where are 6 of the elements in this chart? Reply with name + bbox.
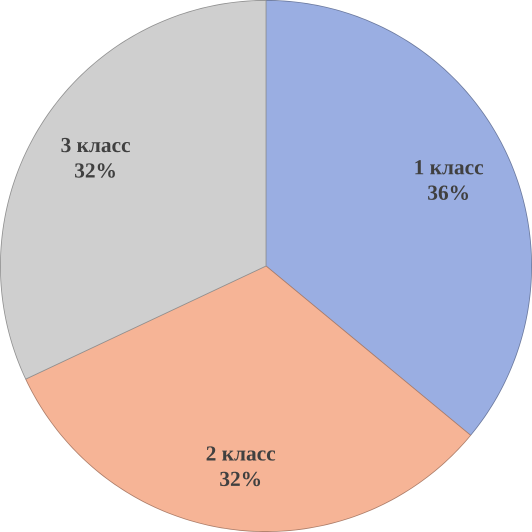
slice-label: 1 класс [415, 160, 484, 174]
slice-label: 3 класс [61, 138, 130, 152]
data-label: 36% [428, 185, 468, 200]
data-label: 32% [220, 472, 260, 486]
data-label: 32% [75, 163, 115, 178]
slice-label: 2 класс [206, 446, 276, 461]
